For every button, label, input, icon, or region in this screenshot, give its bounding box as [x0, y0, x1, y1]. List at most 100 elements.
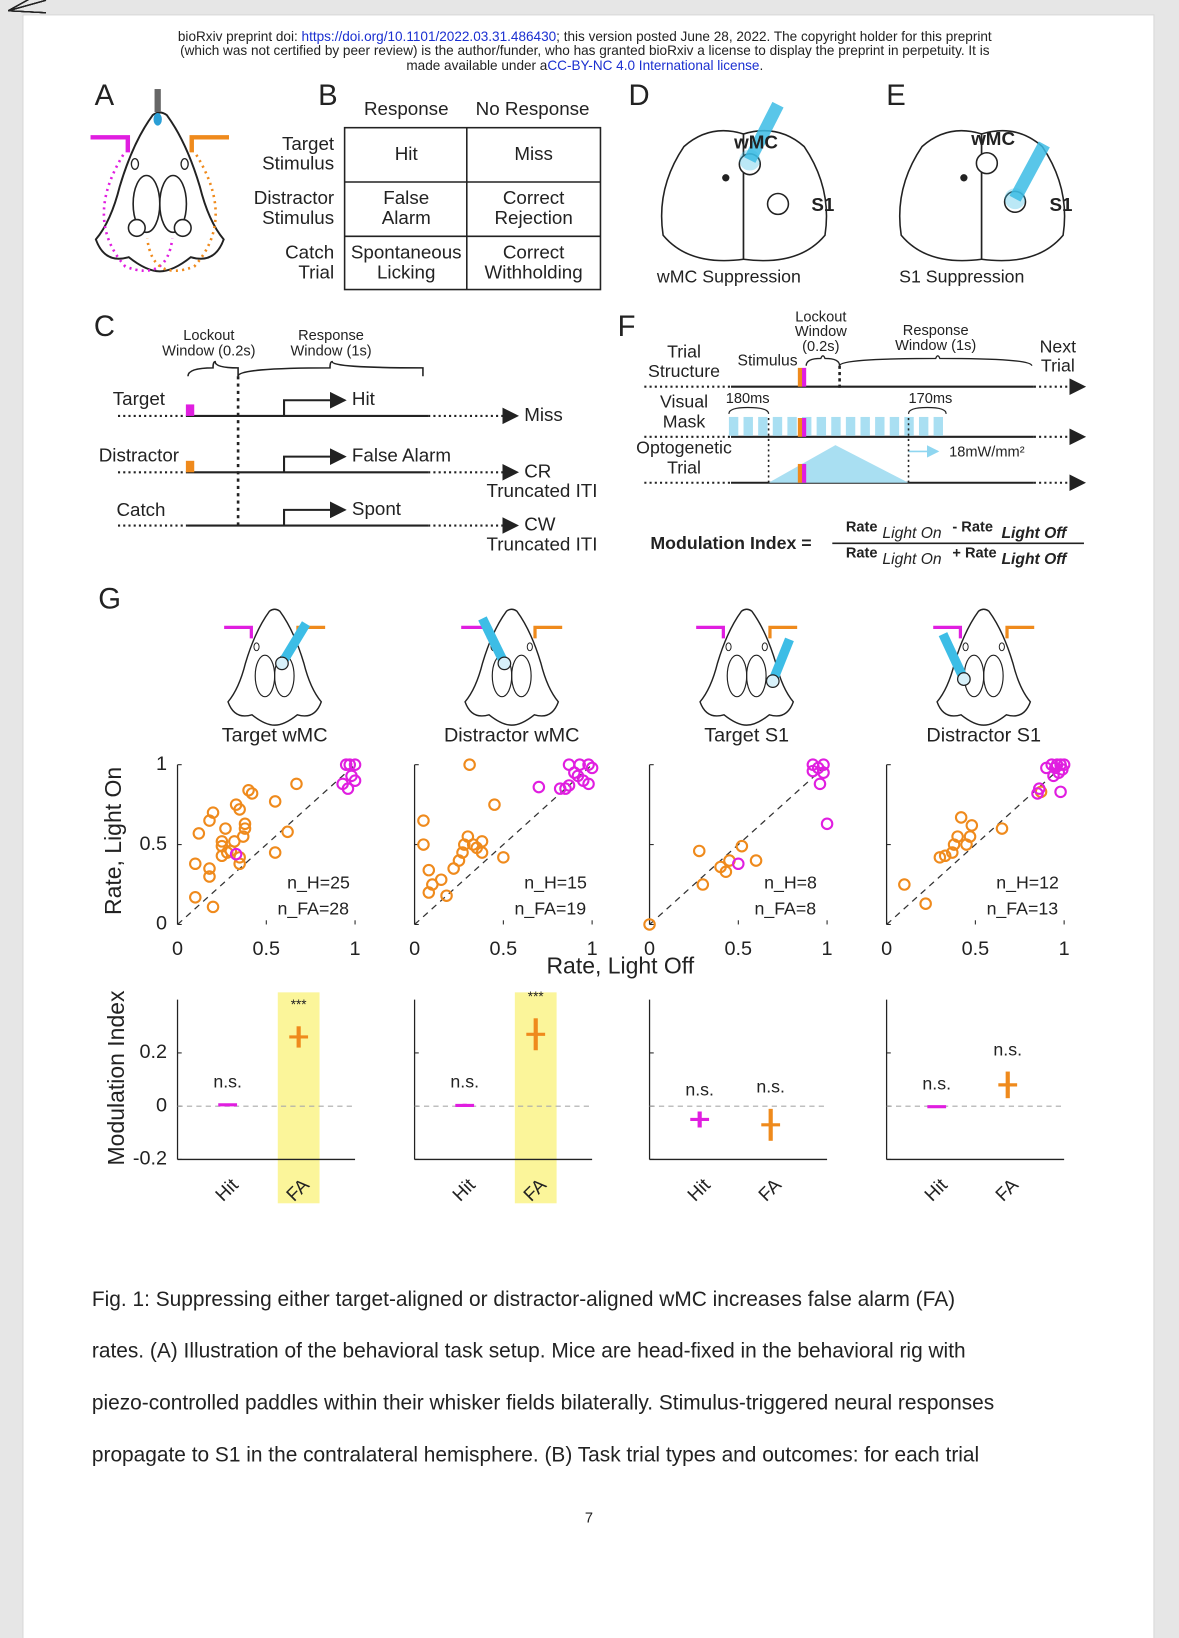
caption-line: propagate to S1 in the contralateral hem… [92, 1443, 979, 1466]
panel-title: Target wMC [222, 725, 328, 747]
scatter-point [245, 787, 259, 800]
scatter-point [749, 854, 763, 867]
y-axis-label: Rate, Light On [100, 767, 126, 915]
brace [907, 406, 947, 414]
mouse-head [699, 608, 795, 726]
mouse-head [227, 608, 323, 726]
y-tick-label: 1 [156, 753, 167, 775]
paddle [90, 135, 131, 153]
n-label: n_H=12 [996, 872, 1059, 893]
scatter-point [192, 827, 206, 840]
table-cell: Rejection [494, 207, 572, 228]
diagonal [177, 764, 356, 925]
bregma [960, 174, 968, 182]
target-area [173, 218, 192, 238]
area [766, 192, 790, 216]
panel-caption: S1 Suppression [899, 267, 1024, 287]
formula-term: + Rate [952, 546, 996, 562]
scatter-point [553, 782, 567, 795]
row-label: Visual [660, 392, 708, 412]
formula-term: Light Off [1001, 551, 1068, 568]
formula-term: Light On [882, 551, 941, 568]
scatter-point [348, 774, 362, 787]
header-text: . [759, 58, 763, 73]
stimulus [802, 463, 807, 483]
scatter-point [933, 851, 947, 864]
scatter-point [203, 870, 216, 883]
laser-power: 18mW/mm² [949, 444, 1025, 460]
optic-fiber [1009, 141, 1050, 202]
row-label: Trial [667, 341, 701, 361]
license-link[interactable]: CC-BY-NC 4.0 International license [547, 58, 759, 73]
mask-flash [933, 416, 943, 436]
mask-flash [728, 416, 739, 436]
y-tick-label: 0 [156, 1094, 167, 1116]
caption-line: Fig. 1: Suppressing either target-aligne… [92, 1288, 955, 1311]
formula-term: Rate [846, 520, 878, 536]
brain-hemisphere [158, 174, 188, 234]
x-tick-label: 0 [881, 938, 892, 960]
mask-flash [860, 416, 870, 436]
doi-link[interactable]: https://doi.org/10.1101/2022.03.31.48643… [302, 28, 557, 43]
area-label: S1 [811, 194, 834, 215]
scatter-point [1048, 761, 1062, 775]
table-cell: Miss [514, 143, 553, 164]
panel-title: Distractor S1 [926, 725, 1041, 747]
panel-title: Target S1 [704, 725, 789, 747]
scatter-point [215, 835, 229, 848]
significance-label: n.s. [213, 1071, 242, 1091]
table-cell: Spontaneous [351, 241, 462, 262]
n-label: n_FA=8 [754, 899, 816, 920]
panel-label: G [98, 583, 121, 615]
formula-term: Light On [882, 525, 941, 542]
stimulus [797, 463, 803, 483]
scatter-point [189, 857, 202, 871]
scatter-point [268, 795, 282, 808]
mask-flash [904, 416, 914, 436]
pathway [145, 154, 217, 272]
mask-flash [875, 416, 885, 436]
brain-hemisphere [983, 654, 1004, 698]
column-header: Response [364, 98, 449, 119]
formula-term: Rate [846, 546, 878, 562]
brace [838, 355, 1033, 367]
stimulus [802, 417, 807, 437]
header-text: made available under a [406, 58, 547, 73]
table-cell: False [383, 187, 429, 208]
mask-flash [772, 416, 783, 436]
header-line: bioRxiv preprint doi: https://doi.org/10… [178, 28, 992, 43]
scatter-point [417, 838, 430, 851]
mask-flash [802, 416, 812, 436]
scatter-point [422, 863, 436, 877]
header-line: (which was not certified by peer review)… [180, 43, 990, 58]
significance-label: n.s. [993, 1039, 1022, 1059]
scatter-point [817, 758, 830, 771]
significance-label: *** [528, 989, 545, 1004]
mask-flash [816, 416, 827, 436]
trial-label: Distractor [99, 445, 179, 466]
outcome-label: CR [524, 460, 551, 481]
mask-flash [845, 416, 856, 436]
light-spot [275, 656, 289, 671]
scatter-point [341, 782, 355, 795]
mask-flash [831, 416, 841, 436]
n-label: n_FA=19 [515, 899, 587, 920]
formula-term: Light Off [1001, 525, 1068, 542]
mouse-head [464, 608, 560, 726]
paddle [224, 625, 253, 639]
scatter-point [1056, 763, 1069, 776]
x-tick-label: 0.5 [490, 938, 518, 960]
x-tick-label: 1 [587, 938, 598, 960]
window-label: (0.2s) [802, 339, 839, 355]
stimulus-label: Stimulus [738, 353, 798, 370]
scatter-point [463, 758, 476, 771]
eye [725, 642, 732, 652]
paddle [189, 135, 230, 153]
lick-spout [154, 89, 161, 113]
table-border [343, 126, 602, 291]
x-tick-label: 0 [409, 938, 420, 960]
paddle [696, 625, 725, 639]
formula-label: Modulation Index = [650, 533, 811, 553]
row-label: Trial [667, 457, 701, 477]
response-step [283, 501, 347, 526]
